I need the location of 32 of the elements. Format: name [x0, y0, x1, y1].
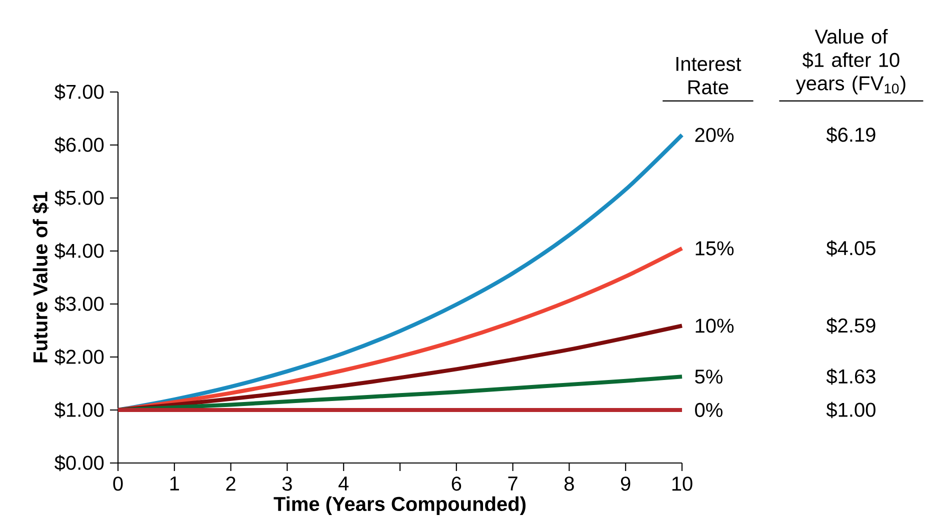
series-label: 15% — [696, 241, 734, 256]
text: $6.19 — [826, 126, 876, 144]
series-label: 20% — [695, 128, 734, 142]
x-tick-label: 4 — [338, 476, 349, 490]
x-tick-label: 0 — [113, 476, 123, 491]
text: $4.05 — [826, 240, 876, 256]
text: $1.00 — [826, 402, 876, 418]
y-tick-label: $5.00 — [54, 190, 104, 206]
x-tick-label: 2 — [226, 476, 236, 491]
x-tick-label: 3 — [282, 476, 292, 491]
series-label: 0% — [695, 402, 722, 418]
series-label: 5% — [695, 370, 722, 384]
y-tick-label: $0.00 — [54, 454, 104, 472]
series-label: 10% — [696, 318, 734, 333]
x-tick-label: 9 — [620, 476, 630, 491]
text: $1.63 — [826, 368, 876, 385]
x-tick-label: 6 — [452, 476, 462, 491]
y-tick-label: $3.00 — [54, 296, 104, 312]
x-axis-title: Time (Years Compounded) — [274, 496, 526, 515]
y-tick-label: $7.00 — [54, 84, 104, 100]
y-tick-label: $2.00 — [54, 348, 104, 366]
x-tick-label: 10 — [672, 476, 692, 491]
y-tick-label: $4.00 — [54, 242, 104, 260]
x-tick-label: 8 — [564, 476, 574, 491]
y-tick-label: $1.00 — [54, 402, 104, 418]
x-tick-label: 7 — [508, 476, 518, 490]
annotation: Interest Rate — [676, 57, 742, 94]
text: Value of $1 after 10 years (FV$_{10}$) — [796, 29, 906, 94]
x-tick-label: 1 — [170, 476, 179, 490]
y-tick-label: $6.00 — [54, 136, 104, 154]
y-axis-title: Future Value of $1 — [32, 192, 49, 362]
text: $2.59 — [826, 318, 876, 334]
